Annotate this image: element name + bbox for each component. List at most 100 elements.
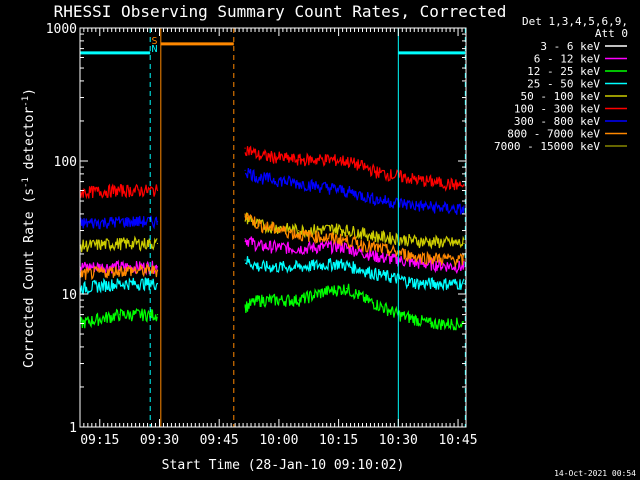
data-point [298,299,300,301]
data-point [156,278,159,280]
data-point [298,253,300,255]
data-point [417,262,419,264]
y-axis-label-sup: -1 [21,96,31,107]
data-point [156,269,159,272]
data-point [258,299,260,301]
data-point [244,169,246,171]
legend-label: 3 - 6 keV [540,40,600,53]
timestamp: 14-Oct-2021 00:54 [554,469,636,478]
series-line [244,212,465,269]
data-point [463,259,465,261]
data-point [244,259,246,261]
data-point [463,273,465,276]
data-point [417,205,419,207]
chart-title: RHESSI Observing Summary Count Rates, Co… [54,2,507,21]
series-line [244,145,465,192]
series-line [244,238,465,284]
data-point [377,256,380,258]
data-point [119,189,121,192]
data-point [156,282,159,285]
state-marker: N [151,44,157,55]
data-point [463,266,465,268]
series-line [244,283,465,331]
series-line [79,277,158,295]
data-point [377,236,380,238]
data-point [298,266,300,268]
x-tick-label: 10:15 [319,433,358,448]
data-point [119,278,121,280]
x-axis-label: Start Time (28-Jan-10 09:10:02) [162,458,405,473]
legend-label: 7000 - 15000 keV [494,140,600,153]
data-point [244,238,246,240]
legend-label: 100 - 300 keV [514,103,600,116]
data-point [298,247,300,250]
series-25-50-keV [79,256,465,295]
data-point [365,299,368,301]
data-point [244,242,246,245]
data-point [417,282,419,285]
series-line [79,307,158,329]
series-line [79,215,158,230]
data-point [298,182,300,184]
svg-text:Corrected Count Rate (s-1 dete: Corrected Count Rate (s-1 detector-1) [21,88,37,368]
data-point [429,322,431,325]
plot-frame [79,27,467,428]
data-point [417,179,419,181]
y-axis-label-part: ) [22,88,37,96]
series-800-7000-keV [79,212,465,281]
y-axis-label: Corrected Count Rate (s-1 detector-1) [21,88,37,368]
y-tick-label: 1000 [46,22,77,37]
series-300-800-keV [79,167,465,230]
x-tick-label: 10:00 [259,433,298,448]
series-line [80,235,158,253]
series-line [244,256,465,292]
data-point [156,189,159,192]
x-tick-label: 09:15 [80,433,119,448]
data-point [417,273,419,276]
data-point [119,242,121,245]
y-tick-label: 100 [54,155,77,170]
legend-header: Det 1,3,4,5,6,9, [522,15,628,28]
data-point [258,250,260,252]
state-marker: S [151,36,157,47]
data-point [298,229,300,232]
data-point [377,171,380,174]
data-point [156,314,159,316]
series-line [244,236,465,275]
legend-label: 800 - 7000 keV [507,128,600,141]
data-point [463,185,465,187]
data-point [463,209,465,211]
x-tick-label: 10:30 [379,433,418,448]
data-point [119,282,121,285]
data-point [326,158,328,160]
data-point [377,266,380,268]
plot-area: SN [79,28,466,427]
x-tick-label: 10:45 [438,433,477,448]
series-line [245,167,465,215]
data-point [338,238,340,240]
data-point [338,262,340,264]
data-point [119,221,121,223]
y-tick-label: 1 [69,421,77,436]
y-tick-label: 10 [61,288,77,303]
data-point [377,273,380,276]
data-point [345,160,348,162]
data-point [258,224,260,226]
data-point [244,306,246,308]
data-point [338,228,340,230]
data-point [258,154,260,157]
data-point [417,256,419,258]
legend-label: 6 - 12 keV [534,53,601,66]
data-point [244,213,246,215]
data-point [377,247,380,250]
data-point [258,177,260,179]
data-point [119,269,121,272]
data-point [244,147,246,149]
data-point [326,290,328,292]
data-point [338,253,340,255]
legend-label: 25 - 50 keV [527,78,600,91]
data-point [258,266,260,268]
data-point [338,245,340,247]
